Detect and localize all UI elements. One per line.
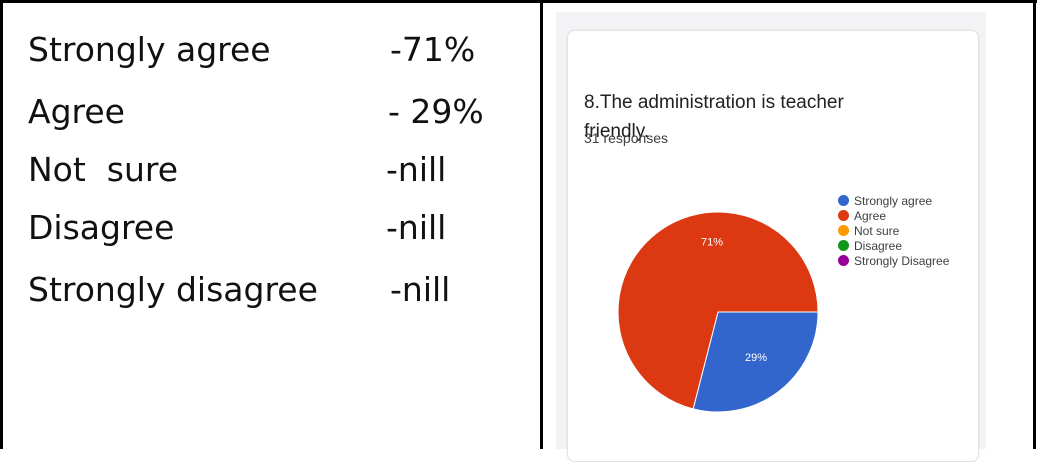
legend-item: Agree — [838, 209, 964, 224]
legend-label: Strongly Disagree — [854, 254, 950, 268]
table-column-divider — [540, 0, 543, 449]
table-top-border — [0, 0, 1037, 3]
question-title: 8.The administration is teacher friendly… — [584, 92, 844, 142]
pie-data-label: 71% — [701, 236, 723, 248]
pie-data-label: 29% — [745, 352, 767, 364]
summary-value: -71% — [390, 30, 476, 69]
summary-value: -nill — [390, 270, 451, 309]
table-left-border — [0, 0, 3, 449]
legend-label: Strongly agree — [854, 194, 933, 208]
summary-row: Agree - 29% — [28, 92, 484, 252]
summary-row: Strongly disagree -nill — [28, 270, 450, 430]
summary-value: - 29% — [388, 92, 484, 131]
summary-label: Not sure — [28, 150, 179, 189]
chart-legend: Strongly agree Agree Not sure Disagree Stron… — [838, 194, 964, 269]
legend-label: Disagree — [854, 239, 903, 253]
pie-chart: 29% 71% — [617, 211, 819, 413]
summary-label: Agree — [28, 92, 125, 131]
legend-item: Not sure — [838, 224, 964, 239]
summary-label: Strongly disagree — [28, 270, 318, 309]
table-right-border — [1033, 0, 1036, 449]
legend-label: Not sure — [854, 224, 900, 238]
summary-value: -nill — [386, 150, 447, 189]
legend-item: Disagree — [838, 239, 964, 254]
pie-slice-agree — [617, 211, 819, 410]
legend-swatch — [838, 225, 849, 236]
legend-swatch — [838, 240, 849, 251]
legend-swatch — [838, 255, 849, 266]
response-count: 31 responses — [584, 130, 669, 146]
summary-row: Not sure -nill — [28, 150, 446, 310]
summary-value: -nill — [386, 208, 447, 247]
legend-item: Strongly agree — [838, 194, 964, 209]
pie-slice-strongly-agree — [692, 311, 819, 413]
legend-swatch — [838, 195, 849, 206]
summary-label: Strongly agree — [28, 30, 271, 69]
summary-row: Strongly agree -71% — [28, 30, 475, 190]
legend-swatch — [838, 210, 849, 221]
legend-label: Agree — [854, 209, 887, 223]
summary-row: Disagree -nill — [28, 208, 446, 368]
summary-label: Disagree — [28, 208, 175, 247]
legend-item: Strongly Disagree — [838, 254, 964, 269]
